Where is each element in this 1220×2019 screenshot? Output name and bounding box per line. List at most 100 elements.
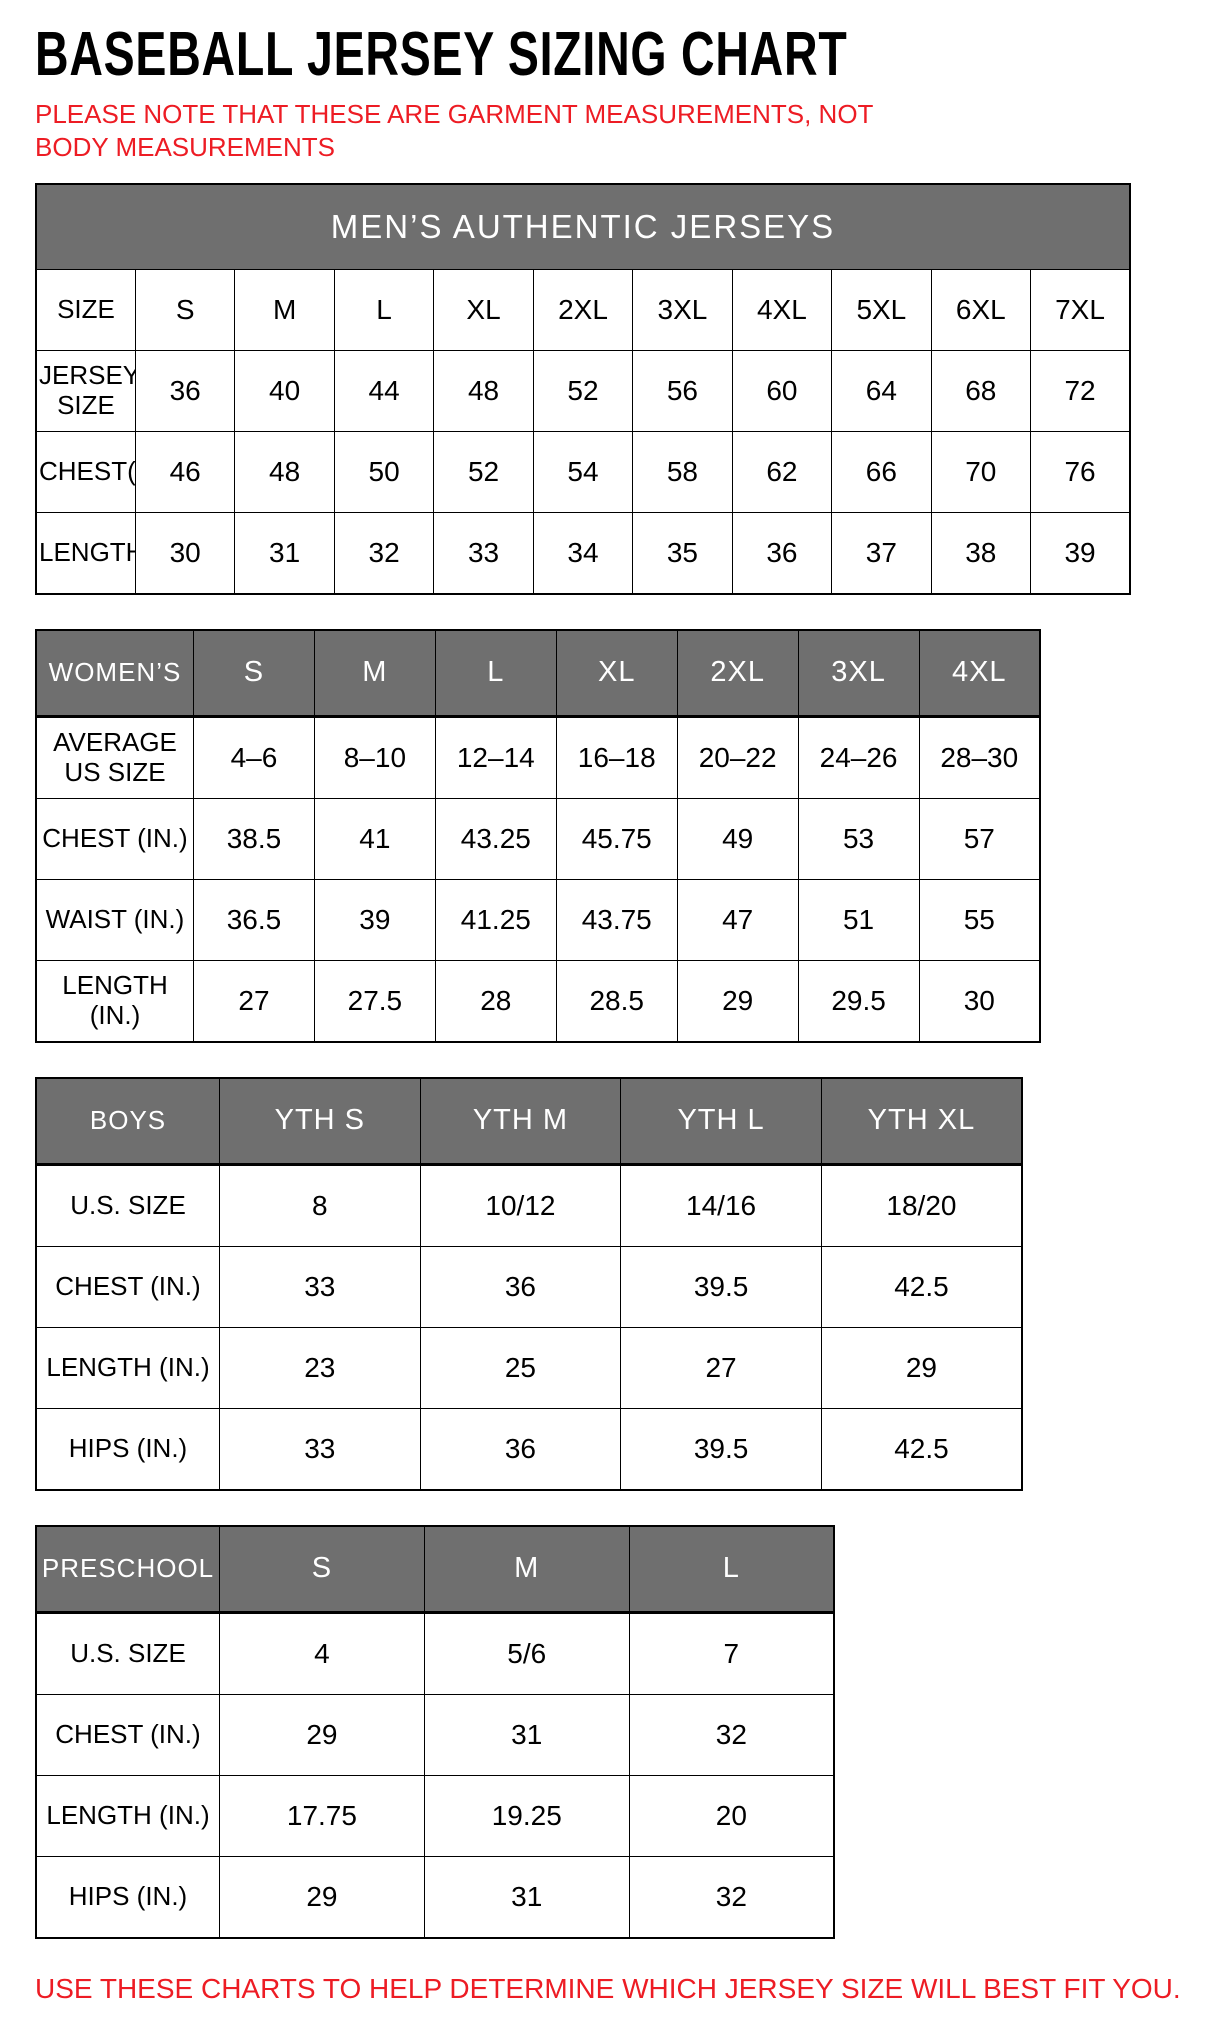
value-cell: 29 xyxy=(820,1327,1023,1409)
value-cell: 3XL xyxy=(632,269,733,351)
boys-sizing-table: BOYS YTH S YTH M YTH L YTH XL U.S. SIZE 8 10/12… xyxy=(35,1077,1023,1491)
value-cell: 20 xyxy=(628,1775,835,1857)
value-cell: 38.5 xyxy=(193,798,315,880)
value-cell: 7XL xyxy=(1030,269,1131,351)
value-cell: 53 xyxy=(797,798,920,880)
value-cell: 17.75 xyxy=(219,1775,425,1857)
value-cell: 60 xyxy=(731,350,833,432)
value-cell: 36 xyxy=(419,1246,622,1328)
value-cell: 50 xyxy=(333,431,435,513)
value-cell: 4 xyxy=(219,1612,425,1695)
column-header-cell: S xyxy=(219,1525,425,1614)
value-cell: 28.5 xyxy=(555,960,678,1043)
value-cell: 36.5 xyxy=(193,879,315,961)
value-cell: 54 xyxy=(532,431,634,513)
value-cell: 18/20 xyxy=(820,1164,1023,1247)
row-label-cell: LENGTH (IN.) xyxy=(35,960,194,1043)
column-header-cell: YTH M xyxy=(419,1077,622,1166)
value-cell: 27 xyxy=(193,960,315,1043)
preschool-sizing-table: PRESCHOOL S M L U.S. SIZE 4 5/6 7 CHEST (IN.) 29 3… xyxy=(35,1525,835,1939)
row-label-cell: U.S. SIZE xyxy=(35,1164,220,1247)
column-header-cell: 3XL xyxy=(797,629,920,718)
value-cell: 44 xyxy=(333,350,435,432)
column-header-cell: L xyxy=(628,1525,835,1614)
table-title: PRESCHOOL xyxy=(35,1525,220,1614)
value-cell: 23 xyxy=(219,1327,421,1409)
value-cell: 39.5 xyxy=(620,1408,822,1491)
value-cell: 41.25 xyxy=(434,879,557,961)
page-title: BASEBALL JERSEY SIZING CHART xyxy=(35,20,848,89)
value-cell: 19.25 xyxy=(423,1775,630,1857)
table-header-row: BOYS YTH S YTH M YTH L YTH XL xyxy=(35,1077,1023,1166)
value-cell: 49 xyxy=(676,798,799,880)
row-label-cell: U.S. SIZE xyxy=(35,1612,220,1695)
value-cell: 27.5 xyxy=(313,960,436,1043)
value-cell: 43.25 xyxy=(434,798,557,880)
value-cell: 36 xyxy=(419,1408,622,1491)
value-cell: 14/16 xyxy=(620,1164,822,1247)
value-cell: XL xyxy=(433,269,534,351)
value-cell: 52 xyxy=(532,350,634,432)
value-cell: 28–30 xyxy=(918,716,1041,799)
table-row: CHEST (IN.) 29 31 32 xyxy=(35,1694,835,1776)
value-cell: 42.5 xyxy=(820,1246,1023,1328)
value-cell: 33 xyxy=(433,512,534,595)
value-cell: 70 xyxy=(930,431,1032,513)
value-cell: 32 xyxy=(333,512,435,595)
table-row: HIPS (IN.) 33 36 39.5 42.5 xyxy=(35,1408,1023,1491)
row-label-cell: CHEST (IN.) xyxy=(35,1694,220,1776)
value-cell: 32 xyxy=(628,1694,835,1776)
value-cell: 29.5 xyxy=(797,960,920,1043)
table-row: AVERAGE US SIZE 4–6 8–10 12–14 16–18 20–22 24–… xyxy=(35,716,1041,799)
value-cell: 56 xyxy=(632,350,733,432)
value-cell: 10/12 xyxy=(419,1164,622,1247)
value-cell: 8–10 xyxy=(313,716,436,799)
row-label-cell: SIZE xyxy=(35,269,136,351)
value-cell: 68 xyxy=(930,350,1032,432)
value-cell: 24–26 xyxy=(797,716,920,799)
value-cell: 37 xyxy=(831,512,932,595)
value-cell: 52 xyxy=(433,431,534,513)
value-cell: 16–18 xyxy=(555,716,678,799)
value-cell: 4XL xyxy=(731,269,833,351)
table-row: U.S. SIZE 4 5/6 7 xyxy=(35,1612,835,1695)
value-cell: 12–14 xyxy=(434,716,557,799)
value-cell: 36 xyxy=(731,512,833,595)
column-header-cell: 2XL xyxy=(676,629,799,718)
table-title: MEN’S AUTHENTIC JERSEYS xyxy=(35,183,1131,270)
row-label-cell: AVERAGE US SIZE xyxy=(35,716,194,799)
value-cell: 31 xyxy=(234,512,335,595)
value-cell: 39 xyxy=(313,879,436,961)
column-header-cell: YTH XL xyxy=(820,1077,1023,1166)
value-cell: 28 xyxy=(434,960,557,1043)
value-cell: 42.5 xyxy=(820,1408,1023,1491)
womens-sizing-table: WOMEN’S S M L XL 2XL 3XL 4XL AVERAGE US SIZE 4–6 8… xyxy=(35,629,1041,1043)
value-cell: 29 xyxy=(219,1856,425,1939)
value-cell: 45.75 xyxy=(555,798,678,880)
value-cell: 36 xyxy=(134,350,236,432)
table-row: CHEST (IN.) 33 36 39.5 42.5 xyxy=(35,1246,1023,1328)
table-row: HIPS (IN.) 29 31 32 xyxy=(35,1856,835,1939)
row-label-cell: LENGTH(IN.) xyxy=(35,512,136,595)
value-cell: L xyxy=(333,269,435,351)
row-label-cell: CHEST (IN.) xyxy=(35,1246,220,1328)
column-header-cell: L xyxy=(434,629,557,718)
value-cell: 55 xyxy=(918,879,1041,961)
value-cell: 32 xyxy=(628,1856,835,1939)
value-cell: 33 xyxy=(219,1246,421,1328)
value-cell: 25 xyxy=(419,1327,622,1409)
table-row: LENGTH (IN.) 27 27.5 28 28.5 29 29.5 30 xyxy=(35,960,1041,1043)
value-cell: 35 xyxy=(632,512,733,595)
column-header-cell: S xyxy=(193,629,315,718)
table-row: CHEST (IN.) 38.5 41 43.25 45.75 49 53 57 xyxy=(35,798,1041,880)
garment-measurement-note: PLEASE NOTE THAT THESE ARE GARMENT MEASU… xyxy=(35,99,873,162)
value-cell: 31 xyxy=(423,1856,630,1939)
row-label-cell: CHEST (IN.) xyxy=(35,798,194,880)
row-label-cell: LENGTH (IN.) xyxy=(35,1327,220,1409)
table-row: LENGTH (IN.) 23 25 27 29 xyxy=(35,1327,1023,1409)
value-cell: 27 xyxy=(620,1327,822,1409)
table-row: U.S. SIZE 8 10/12 14/16 18/20 xyxy=(35,1164,1023,1247)
value-cell: 20–22 xyxy=(676,716,799,799)
value-cell: 64 xyxy=(831,350,932,432)
